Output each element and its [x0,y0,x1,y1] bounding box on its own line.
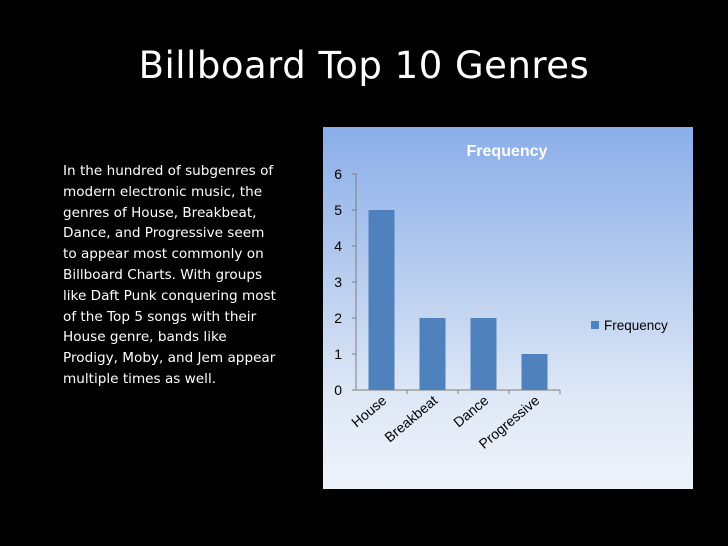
chart-title: Frequency [467,143,548,160]
x-category-label: Breakbeat [381,392,440,445]
x-category-label: House [348,392,389,430]
y-tick-label: 2 [334,310,342,326]
slide-body-text: In the hundred of subgenres of modern el… [63,163,276,387]
bar-breakbeat [419,318,446,390]
y-tick-label: 0 [334,382,342,398]
bar-progressive [521,354,548,390]
x-category-label: Dance [450,392,491,430]
bar-house [368,210,395,390]
bar-dance [470,318,497,390]
legend-swatch [591,321,599,329]
y-tick-label: 4 [334,238,342,254]
legend: Frequency [591,318,668,333]
legend-label: Frequency [604,318,668,333]
y-tick-label: 1 [334,346,342,362]
slide-title: Billboard Top 10 Genres [138,44,590,87]
y-tick-label: 3 [334,274,342,290]
y-tick-label: 6 [334,166,342,182]
y-tick-label: 5 [334,202,342,218]
